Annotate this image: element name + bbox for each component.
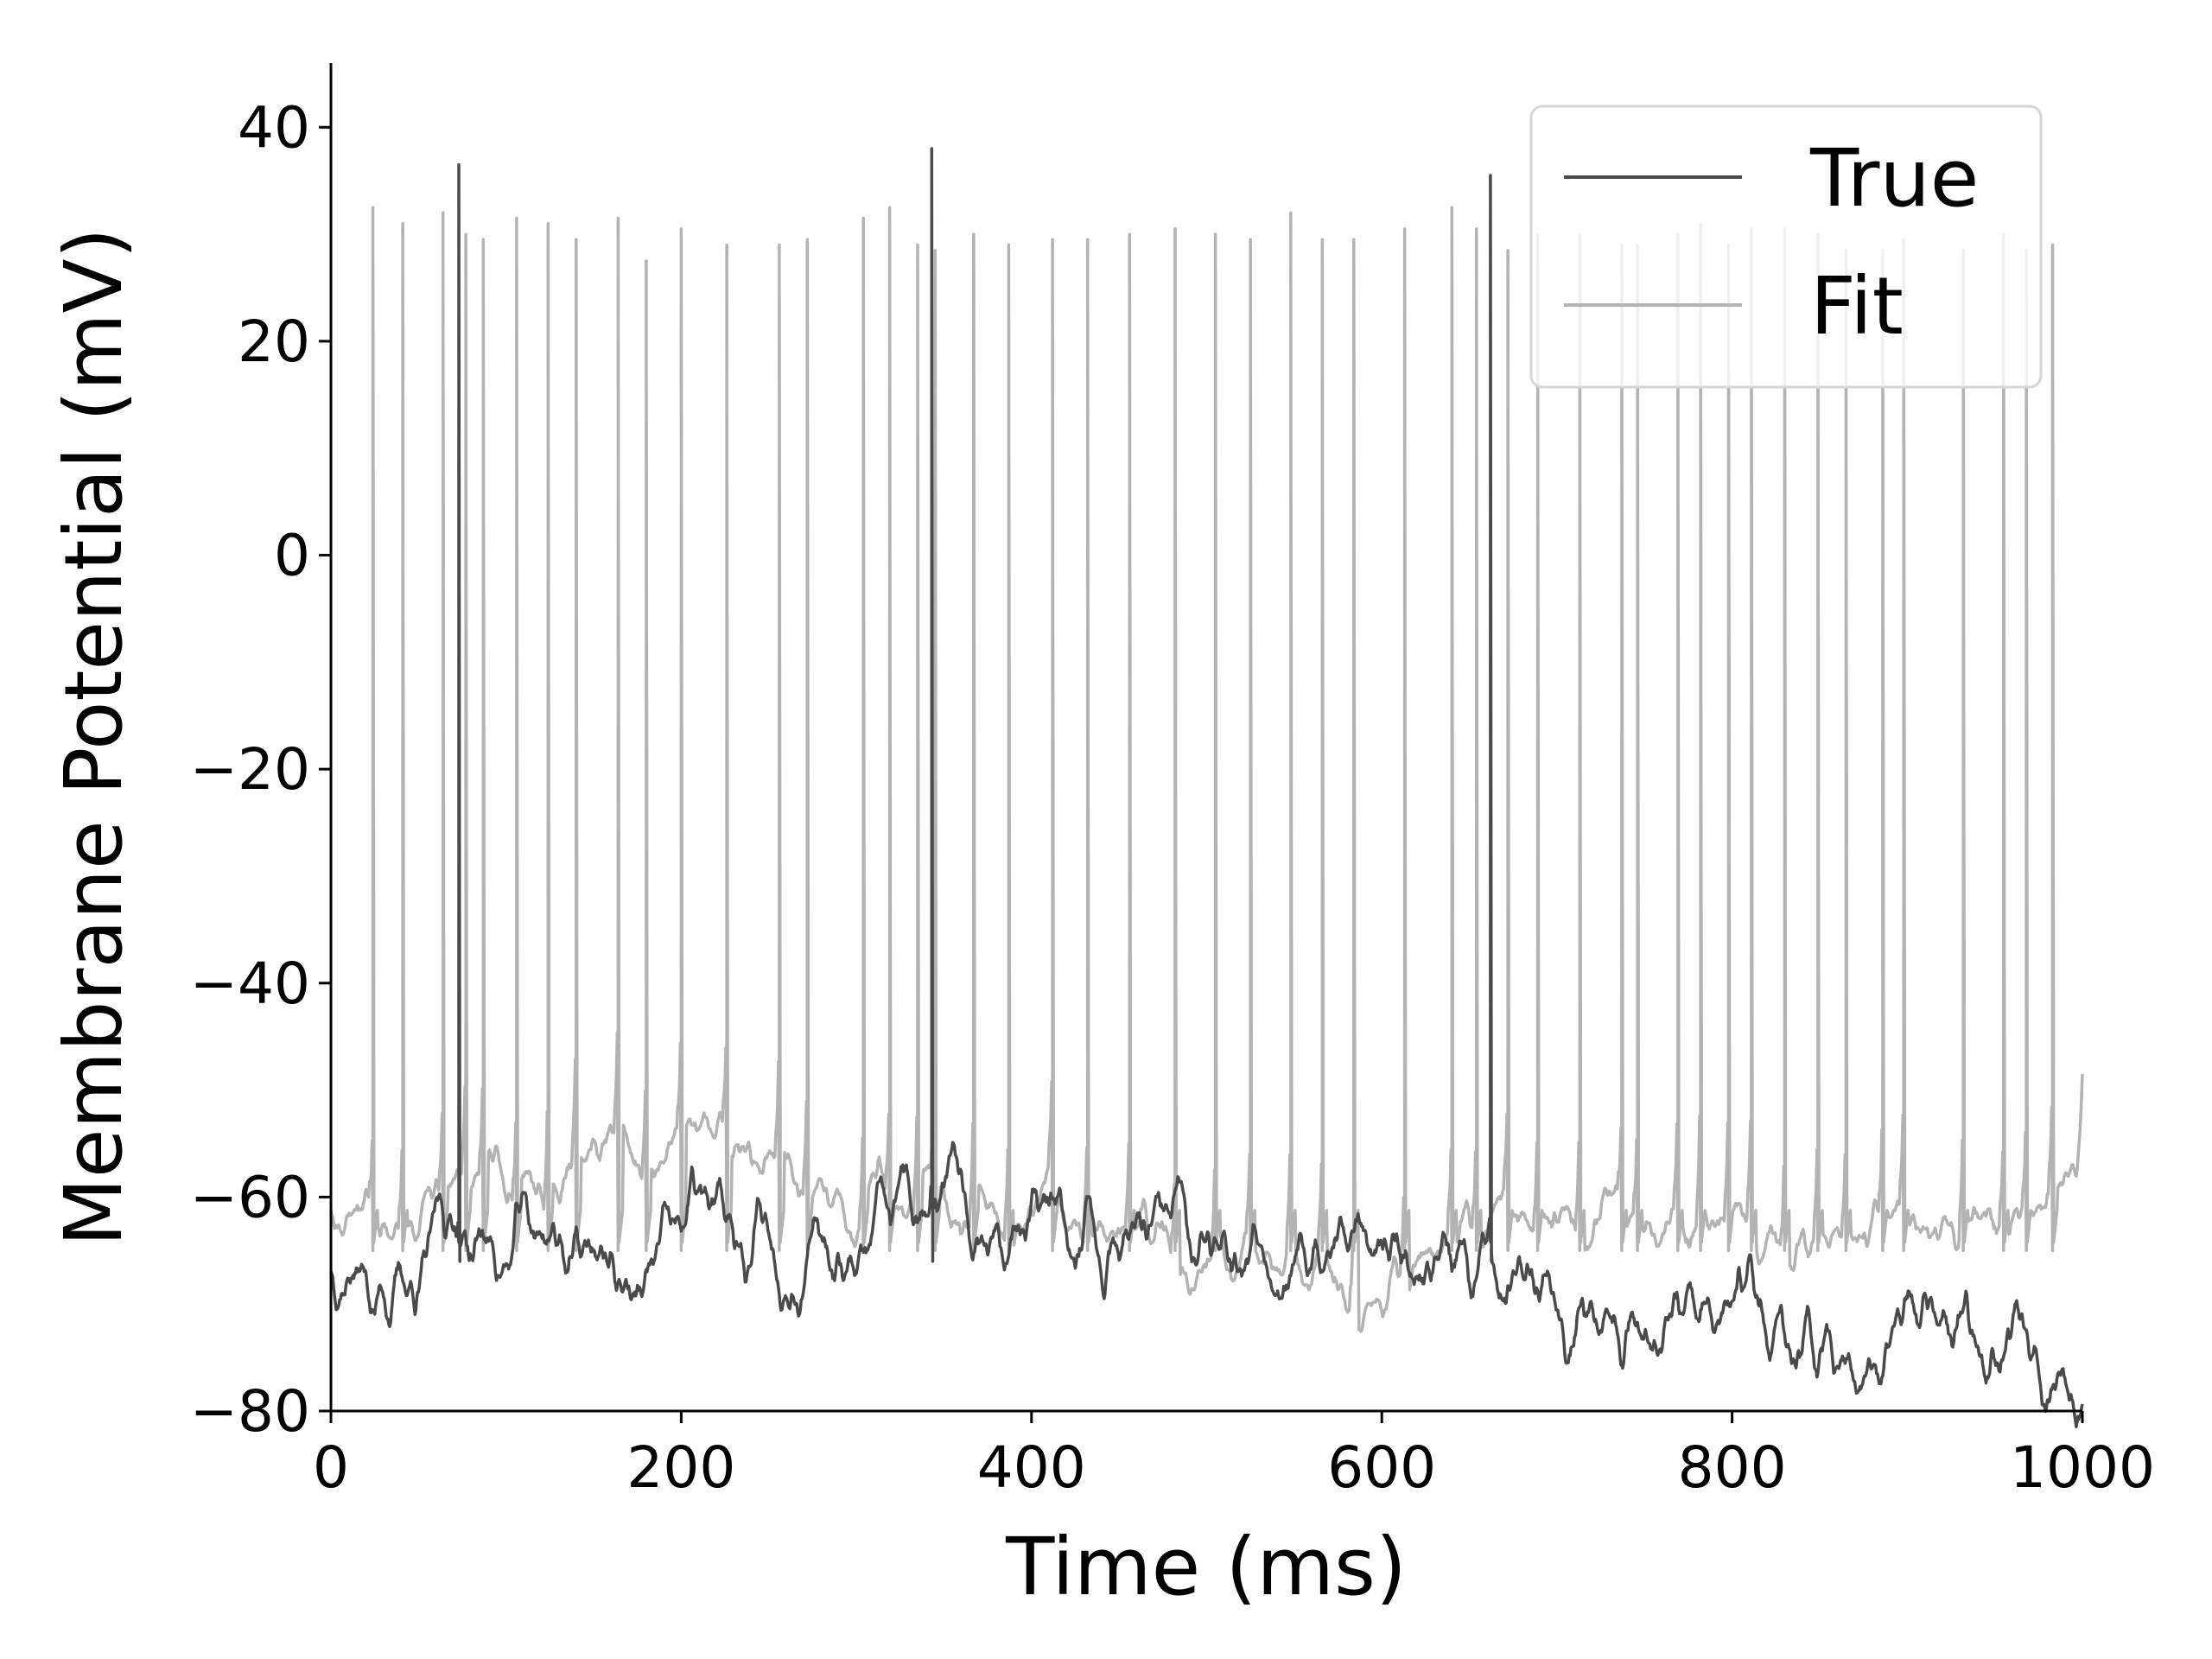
x-tick-label: 0: [313, 1434, 349, 1501]
legend: True Fit: [1529, 105, 2043, 389]
x-tick-label: 800: [1678, 1434, 1787, 1501]
x-axis-label: Time (ms): [1005, 1521, 1407, 1613]
x-tick-label: 400: [977, 1434, 1086, 1501]
y-ticks: −80 −60 −40 −20 0 20 40: [190, 94, 331, 1445]
x-tick-label: 1000: [2010, 1434, 2155, 1501]
series-fit: [329, 206, 2084, 1333]
x-ticks: 0 200 400 600 800 1000: [313, 1411, 2155, 1501]
x-tick-label: 600: [1327, 1434, 1436, 1501]
legend-label-fit: Fit: [1810, 260, 1904, 353]
series-true: [329, 147, 2084, 1429]
y-tick-label: 20: [238, 308, 310, 375]
x-tick-label: 200: [626, 1434, 735, 1501]
y-tick-label: −40: [190, 950, 310, 1017]
axes: 0 200 400 600 800 1000 −80 −60 −40 −20 0 20 40: [190, 63, 2155, 1501]
legend-label-true: True: [1809, 132, 1979, 225]
series-line-true: [329, 147, 2084, 1429]
series-line-fit: [329, 206, 2084, 1333]
y-tick-label: −20: [190, 736, 310, 803]
y-tick-label: −60: [190, 1164, 310, 1230]
y-tick-label: 40: [238, 94, 310, 161]
plot-area: [329, 147, 2084, 1429]
y-axis-label: Membrane Potential (mV): [48, 228, 140, 1247]
y-tick-label: −80: [190, 1378, 310, 1445]
y-tick-label: 0: [274, 523, 310, 589]
